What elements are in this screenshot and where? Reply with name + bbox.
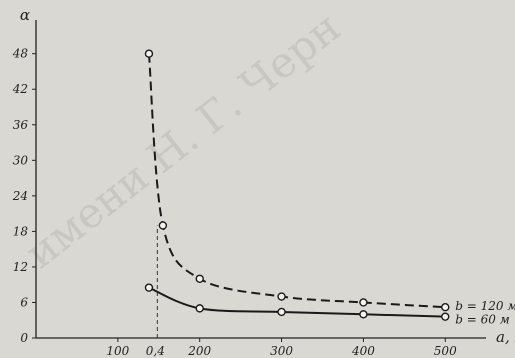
data-point [359,298,368,307]
series-line-b120 [147,53,446,309]
axes-group [35,20,486,339]
legend-label: b = 60 м [455,313,509,327]
y-tick-label: 24 [12,189,28,203]
data-point [277,292,286,301]
y-axis-label: α [20,6,30,24]
data-point [359,310,368,319]
data-point [144,49,154,58]
x-tick-label: 400 [351,344,375,358]
y-tick-label: 6 [20,295,28,309]
data-point [195,304,204,313]
y-tick-label: 18 [13,224,29,238]
y-tick-label: 30 [13,153,29,167]
data-point [441,303,450,312]
y-tick-label: 36 [13,118,29,132]
labels-group: α a, м b = 120 мb = 60 м [20,6,515,346]
data-point [144,283,154,292]
x-tick-label: 500 [434,344,457,358]
series-group [144,49,450,321]
y-tick-label: 48 [12,47,29,61]
y-tick-label: 0 [20,331,28,345]
y-tick-label: 42 [12,82,28,96]
data-point [195,274,204,283]
x-tick-label: 300 [270,344,293,358]
data-point [158,221,168,230]
legend-label: b = 120 м [455,299,515,313]
x-tick-label: 200 [187,344,211,358]
x-axis-label: a, м [496,328,515,346]
special-tick-label: 0,4 [146,344,165,358]
data-point [277,307,286,317]
y-tick-label: 12 [13,260,28,274]
data-point [441,312,450,321]
x-tick-label: 100 [106,344,129,358]
ticks-group: 0 6 12 18 24 30 36 42 48 100 200 300 400 500 0,4 [12,47,457,358]
